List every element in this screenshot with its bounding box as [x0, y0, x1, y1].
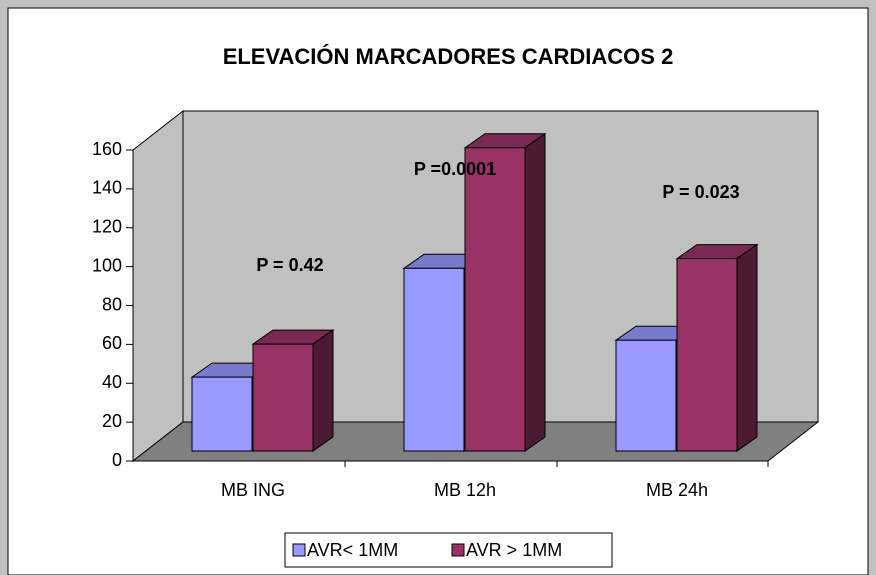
bar-side: [524, 132, 546, 452]
x-tick-label: MB ING: [221, 480, 285, 500]
bar: [252, 343, 314, 452]
legend-swatch: [292, 543, 306, 557]
y-tick-label: 0: [112, 450, 122, 470]
y-tick-label: 100: [92, 255, 122, 275]
y-tick-label: 160: [92, 139, 122, 159]
x-tick-label: MB 24h: [646, 480, 708, 500]
bar: [464, 147, 526, 452]
y-tick-label: 120: [92, 217, 122, 237]
y-tick-label: 40: [102, 372, 122, 392]
y-tick-label: 80: [102, 294, 122, 314]
bar: [615, 339, 677, 452]
chart-title: ELEVACIÓN MARCADORES CARDIACOS 2: [223, 44, 674, 69]
bar-side: [312, 329, 334, 452]
bar: [403, 267, 465, 452]
y-tick-label: 20: [102, 411, 122, 431]
y-tick-label: 60: [102, 333, 122, 353]
side-wall: [132, 109, 184, 463]
legend-label: AVR > 1MM: [466, 540, 562, 560]
y-tick-label: 140: [92, 178, 122, 198]
legend-swatch: [451, 543, 465, 557]
legend-label: AVR< 1MM: [307, 540, 398, 560]
annotation: P = 0.023: [662, 182, 739, 202]
x-tick-label: MB 12h: [434, 480, 496, 500]
bar: [676, 258, 738, 452]
bar-side: [736, 243, 758, 452]
annotation: P =0.0001: [414, 159, 496, 179]
annotation: P = 0.42: [256, 255, 323, 275]
legend: [284, 532, 613, 568]
bar: [191, 376, 253, 452]
